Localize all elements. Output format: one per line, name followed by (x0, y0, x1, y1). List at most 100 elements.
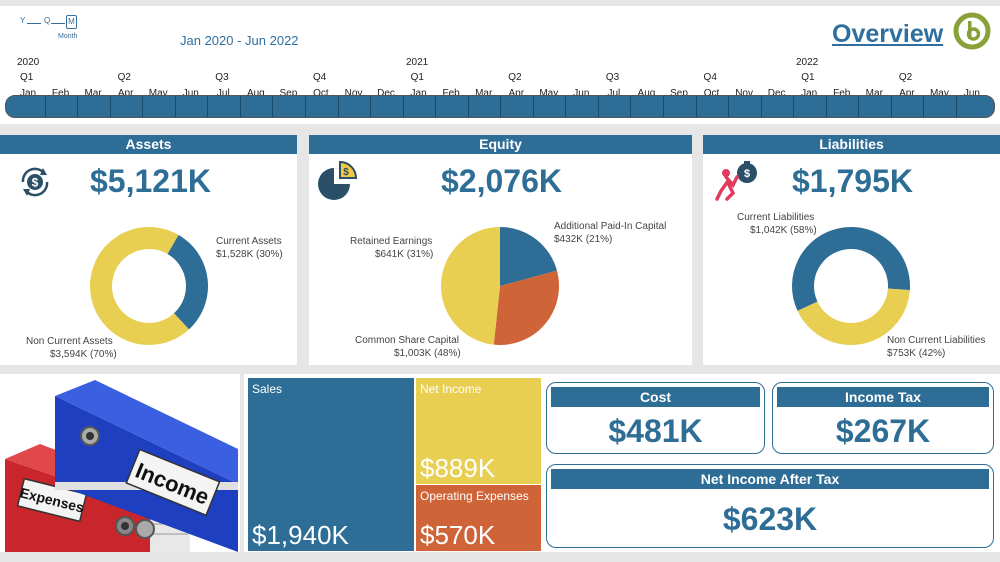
timeline-month-label[interactable]: Nov (344, 88, 363, 99)
timeline-month-divider (239, 96, 241, 117)
timeline-month-label[interactable]: Feb (442, 88, 460, 99)
timeline-month-label[interactable]: Mar (865, 88, 883, 99)
equity-slice-retained-earnings[interactable] (493, 270, 559, 345)
treemap-sales[interactable]: Sales $1,940K (248, 378, 414, 551)
assets-slice2-label: Non Current Assets (26, 336, 113, 347)
timeline-month-divider (663, 96, 664, 117)
timeline-month-divider (207, 96, 209, 117)
timeline-slider[interactable] (5, 95, 995, 118)
equity-slice2-label: Retained Earnings (350, 236, 433, 247)
timeline-month-label[interactable]: Apr (508, 88, 525, 99)
timeline-month-divider (174, 96, 176, 117)
timeline-quarter-label: Q4 (312, 72, 327, 83)
niat-kpi-value: $623K (722, 501, 818, 537)
timeline-month-divider (272, 96, 274, 117)
timeline-month-label[interactable]: Dec (377, 88, 395, 99)
timeline-month-divider (44, 96, 46, 117)
timeline-month-divider (532, 96, 534, 117)
treemap-opex-label: Operating Expenses (420, 489, 529, 503)
timeline-month-divider (500, 96, 502, 117)
timeline-month-divider (793, 96, 795, 117)
timeline-month-label[interactable]: Oct (703, 88, 720, 99)
timeline-month-label[interactable]: Sep (279, 88, 298, 99)
folders-illustration: Expenses Income (5, 380, 238, 552)
timeline-quarter-label: Q2 (508, 72, 522, 83)
timeline-month-divider (565, 96, 567, 117)
timeline-month-label[interactable]: Jun (573, 88, 590, 99)
timeline-month-label[interactable]: May (539, 88, 559, 99)
liabilities-slice-non-current[interactable] (797, 288, 910, 345)
timeline-month-divider (760, 96, 762, 117)
liabilities-slice-current[interactable] (792, 227, 910, 311)
timeline-month-label[interactable]: Jan (19, 88, 37, 99)
timeline-month-label[interactable]: Nov (735, 88, 753, 99)
equity-slice-apic[interactable] (500, 227, 557, 286)
treemap: Sales $1,940K Net Income $889K Operating… (244, 374, 544, 552)
timeline-month-divider (402, 96, 404, 117)
drill-y-button[interactable]: Y (20, 16, 25, 25)
equity-slice3-value: $1,003K (48%) (394, 348, 461, 359)
timeline-month-label[interactable]: Jun (182, 88, 199, 99)
timeline-year: 2020 (17, 57, 40, 68)
timeline-month-label[interactable]: May (929, 88, 949, 99)
timeline-year: 2021 (406, 57, 429, 68)
treemap-net-income-label: Net Income (420, 382, 482, 396)
date-range-text: Jan 2020 - Jun 2022 (180, 33, 299, 48)
equity-slice-common-share[interactable] (440, 227, 500, 345)
timeline-month-divider (304, 96, 306, 117)
timeline-month-label[interactable]: Aug (637, 88, 656, 99)
timeline-quarter-label: Q2 (117, 72, 131, 83)
timeline-month-divider (370, 96, 372, 117)
drill-y-label: Y (20, 16, 26, 25)
timeline-month-label[interactable]: Mar (475, 88, 493, 99)
timeline-month-label[interactable]: Dec (767, 88, 786, 99)
timeline-quarter-label: Q1 (801, 72, 815, 83)
drill-m-button[interactable]: M (66, 15, 77, 29)
drill-q-label: Q (44, 16, 51, 25)
timeline-month-label[interactable]: Feb (833, 88, 851, 99)
drill-level-caption: Month (58, 33, 78, 40)
timeline-month-label[interactable]: Mar (84, 88, 102, 99)
timeline-month-divider (337, 96, 339, 117)
timeline-month-label[interactable]: Jan (801, 88, 818, 99)
equity-title: Equity (309, 135, 692, 154)
timeline-quarter-label: Q1 (410, 72, 424, 83)
timeline-month-divider (109, 96, 111, 117)
timeline-month-label[interactable]: Jul (607, 88, 621, 99)
assets-slice-current[interactable] (167, 234, 209, 330)
drill-track (51, 23, 65, 24)
timeline-month-label[interactable]: Apr (899, 88, 915, 99)
drill-m-label: M (68, 17, 75, 26)
income-tax-kpi-title: Income Tax (777, 387, 989, 407)
assets-slice-non-current[interactable] (89, 227, 189, 345)
timeline-month-label[interactable]: Feb (51, 88, 70, 99)
treemap-operating-expenses[interactable]: Operating Expenses $570K (416, 485, 541, 551)
cost-kpi-value: $481K (608, 413, 703, 449)
treemap-net-income[interactable]: Net Income $889K (416, 378, 541, 484)
equity-slice1-value: $432K (21%) (554, 234, 613, 245)
timeline-month-label[interactable]: Apr (117, 88, 134, 99)
timeline-month-label[interactable]: Oct (313, 88, 329, 99)
timeline-month-label[interactable]: Sep (670, 88, 688, 99)
cost-kpi-title: Cost (551, 387, 760, 407)
timeline-month-label[interactable]: Jun (963, 88, 980, 99)
timeline-month-label[interactable]: May (148, 88, 168, 99)
income-expenses-image: Expenses Income (0, 374, 240, 552)
timeline-month-label[interactable]: Aug (246, 88, 265, 99)
timeline-month-label[interactable]: Jan (410, 88, 427, 99)
liabilities-title: Liabilities (703, 135, 1000, 154)
liabilities-card: Liabilities $ $1,795K Current Liabilitie… (703, 135, 1000, 365)
timeline-month-divider (142, 96, 144, 117)
equity-slice3-label: Common Share Capital (355, 335, 459, 346)
liabilities-donut (792, 227, 910, 345)
drill-q-button[interactable]: Q (44, 16, 50, 25)
treemap-sales-label: Sales (252, 382, 283, 396)
net-income-after-tax-kpi-card: Net Income After Tax $623K (546, 464, 994, 548)
equity-slice2-value: $641K (31%) (375, 249, 434, 260)
page-title[interactable]: Overview (832, 20, 944, 48)
equity-value: $2,076K (441, 163, 562, 199)
liabilities-slice2-value: $753K (42%) (887, 348, 946, 359)
timeline-quarter-label: Q1 (20, 72, 34, 83)
timeline-month-label[interactable]: Jul (216, 88, 230, 99)
timeline-month-divider (955, 96, 957, 117)
